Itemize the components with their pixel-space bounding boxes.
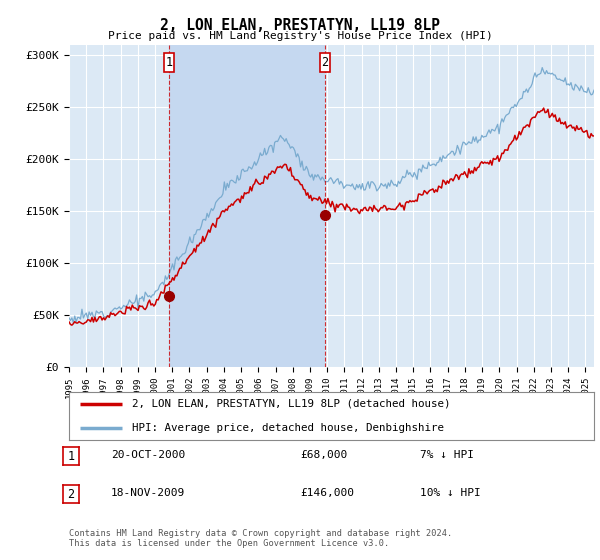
Text: This data is licensed under the Open Government Licence v3.0.: This data is licensed under the Open Gov… bbox=[69, 539, 389, 548]
Text: Contains HM Land Registry data © Crown copyright and database right 2024.: Contains HM Land Registry data © Crown c… bbox=[69, 529, 452, 538]
Text: HPI: Average price, detached house, Denbighshire: HPI: Average price, detached house, Denb… bbox=[132, 423, 444, 433]
Text: 2, LON ELAN, PRESTATYN, LL19 8LP: 2, LON ELAN, PRESTATYN, LL19 8LP bbox=[160, 18, 440, 34]
Text: 2: 2 bbox=[67, 488, 74, 501]
Bar bbox=[169, 45, 325, 367]
Text: 10% ↓ HPI: 10% ↓ HPI bbox=[420, 488, 481, 498]
Text: Price paid vs. HM Land Registry's House Price Index (HPI): Price paid vs. HM Land Registry's House … bbox=[107, 31, 493, 41]
Text: 7% ↓ HPI: 7% ↓ HPI bbox=[420, 450, 474, 460]
Text: 2, LON ELAN, PRESTATYN, LL19 8LP (detached house): 2, LON ELAN, PRESTATYN, LL19 8LP (detach… bbox=[132, 399, 451, 409]
Text: 2: 2 bbox=[322, 56, 329, 69]
Text: 18-NOV-2009: 18-NOV-2009 bbox=[111, 488, 185, 498]
Bar bbox=[164, 53, 173, 72]
Text: 1: 1 bbox=[67, 450, 74, 463]
Bar bbox=[320, 53, 330, 72]
Text: £146,000: £146,000 bbox=[300, 488, 354, 498]
Text: 20-OCT-2000: 20-OCT-2000 bbox=[111, 450, 185, 460]
Text: 1: 1 bbox=[165, 56, 172, 69]
Text: £68,000: £68,000 bbox=[300, 450, 347, 460]
